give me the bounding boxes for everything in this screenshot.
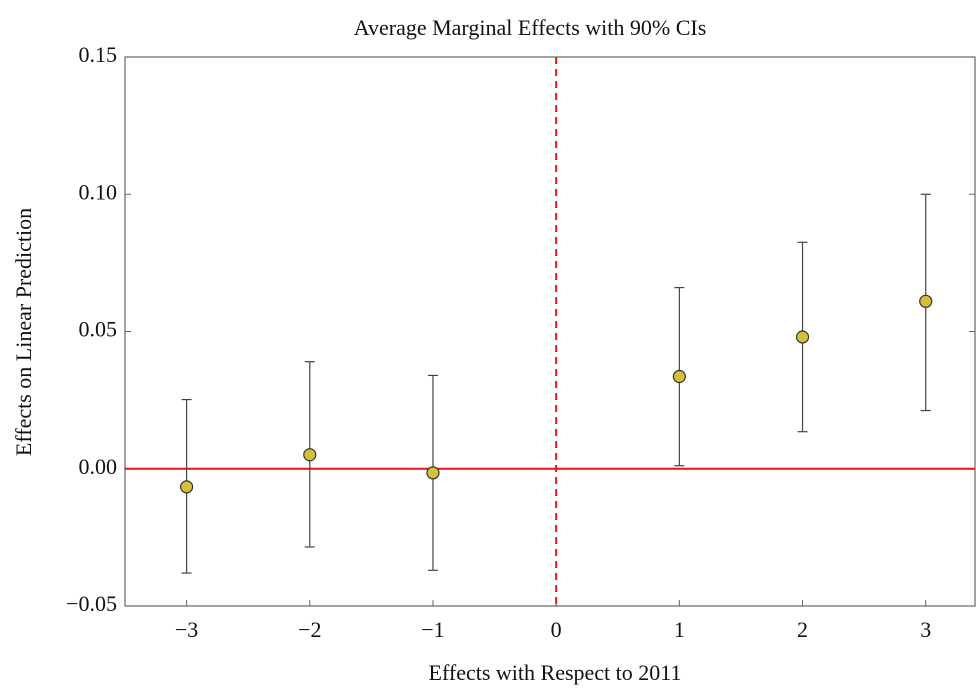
x-axis-label: Effects with Respect to 2011 (429, 660, 682, 685)
point (426, 466, 440, 480)
point (303, 448, 317, 462)
point (672, 369, 686, 384)
y-tick-label: −0.05 (66, 591, 117, 616)
y-tick-label: 0.15 (79, 42, 118, 67)
x-tick-label: 0 (551, 617, 562, 642)
plot-frame (124, 56, 976, 607)
point (795, 330, 810, 344)
point (919, 294, 933, 308)
y-tick-label: 0.00 (79, 454, 118, 479)
x-tick-label: 3 (920, 617, 931, 642)
x-tick-label: 1 (674, 617, 685, 642)
point (179, 480, 194, 494)
chart-title: Average Marginal Effects with 90% CIs (354, 15, 707, 40)
y-tick-label: 0.05 (79, 317, 118, 342)
x-tick-label: 2 (797, 617, 808, 642)
x-tick-label: −1 (421, 617, 444, 642)
x-tick-label: −2 (298, 617, 321, 642)
y-tick-label: 0.10 (79, 179, 118, 204)
x-tick-label: −3 (175, 617, 198, 642)
y-axis-label: Effects on Linear Prediction (11, 208, 36, 456)
